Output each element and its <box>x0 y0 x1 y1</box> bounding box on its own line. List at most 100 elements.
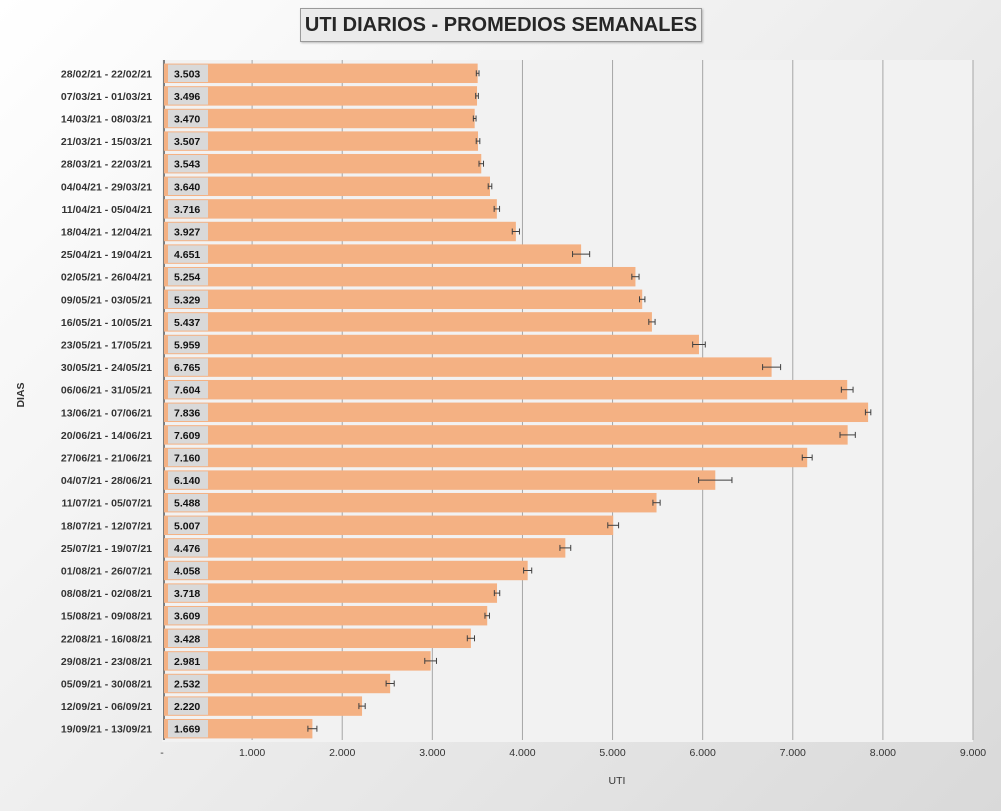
category-label: 15/08/21 - 09/08/21 <box>61 611 152 623</box>
data-label: 3.718 <box>174 588 200 600</box>
data-label: 5.254 <box>174 272 200 284</box>
data-label-box <box>168 245 208 263</box>
bar <box>164 696 363 716</box>
bar <box>164 651 431 671</box>
data-label-box <box>168 584 208 602</box>
data-label-box <box>168 448 208 467</box>
data-label: 4.476 <box>174 543 200 555</box>
data-label-box <box>168 629 208 648</box>
category-label: 04/07/21 - 28/06/21 <box>61 475 152 487</box>
category-label: 18/07/21 - 12/07/21 <box>61 520 152 532</box>
data-label-box <box>168 132 208 150</box>
bar <box>164 289 643 310</box>
category-label: 11/07/21 - 05/07/21 <box>62 498 153 510</box>
bar <box>164 244 582 264</box>
x-tick-label: 2.000 <box>329 747 355 759</box>
data-label-box <box>168 222 208 241</box>
error-bar <box>487 183 493 190</box>
bar <box>164 560 528 581</box>
bar <box>164 402 869 423</box>
data-label: 5.329 <box>174 294 200 306</box>
data-label-box <box>168 403 208 422</box>
error-bar <box>572 251 591 258</box>
error-bar <box>692 341 706 348</box>
error-bar <box>638 296 646 303</box>
data-label: 1.669 <box>174 724 200 736</box>
data-label: 3.609 <box>174 611 200 623</box>
error-bar <box>864 409 872 416</box>
data-label-box <box>168 154 208 173</box>
data-label: 5.488 <box>174 498 200 510</box>
data-label: 3.927 <box>174 227 200 239</box>
error-bar <box>307 725 318 732</box>
bar <box>164 470 716 490</box>
x-tick-label: 1.000 <box>239 747 265 759</box>
error-bar <box>493 590 501 597</box>
data-label: 7.160 <box>174 453 200 465</box>
category-label: 25/07/21 - 19/07/21 <box>61 543 152 555</box>
bar <box>164 108 475 129</box>
category-label: 06/06/21 - 31/05/21 <box>61 385 152 397</box>
chart-title: UTI DIARIOS - PROMEDIOS SEMANALES <box>300 8 702 42</box>
data-label: 3.507 <box>174 136 200 148</box>
data-label-box <box>168 697 208 715</box>
data-label-box <box>168 471 208 489</box>
bar <box>164 86 478 106</box>
error-bar <box>385 680 395 687</box>
data-label: 4.651 <box>174 249 200 261</box>
error-bar <box>466 635 476 642</box>
data-label-box <box>168 606 208 625</box>
data-label: 3.428 <box>174 633 200 645</box>
data-label-box <box>168 652 208 670</box>
data-label-box <box>168 358 208 376</box>
bar <box>164 266 636 287</box>
category-label: 22/08/21 - 16/08/21 <box>61 633 152 645</box>
data-label-box <box>168 539 208 557</box>
error-bar <box>801 454 813 461</box>
bar <box>164 379 848 400</box>
error-bar <box>358 703 366 710</box>
error-bar <box>648 318 656 325</box>
error-bar <box>472 115 477 122</box>
data-label: 3.543 <box>174 159 200 171</box>
category-label: 25/04/21 - 19/04/21 <box>61 249 152 261</box>
error-bar <box>652 499 661 506</box>
data-label-box <box>168 719 208 738</box>
error-bar <box>475 138 481 145</box>
category-labels: 28/02/21 - 22/02/21 07/03/21 - 01/03/21 14… <box>61 68 152 735</box>
data-label-box <box>168 267 208 286</box>
data-label-box <box>168 200 208 218</box>
bar <box>164 538 566 558</box>
category-label: 23/05/21 - 17/05/21 <box>61 340 152 352</box>
category-label: 14/03/21 - 08/03/21 <box>61 114 152 126</box>
x-tick-label: 3.000 <box>419 747 445 759</box>
category-label: 04/04/21 - 29/03/21 <box>61 181 152 193</box>
data-label: 5.007 <box>174 520 200 532</box>
x-tick-label: 5.000 <box>599 747 625 759</box>
data-label-box <box>168 674 208 693</box>
bar <box>164 583 498 603</box>
error-bar <box>475 70 480 77</box>
x-tick-label: - <box>160 747 164 759</box>
data-label-box <box>168 313 208 331</box>
error-bar <box>493 205 501 212</box>
bar <box>164 221 516 242</box>
data-label: 2.532 <box>174 679 200 691</box>
y-axis-title: DIAS <box>15 382 27 407</box>
data-label: 3.503 <box>174 68 200 80</box>
category-label: 01/08/21 - 26/07/21 <box>61 566 152 578</box>
error-bar <box>631 273 640 280</box>
category-label: 27/06/21 - 21/06/21 <box>61 453 152 465</box>
x-tick-label: 4.000 <box>509 747 535 759</box>
error-bar <box>478 160 485 167</box>
error-bar <box>424 657 437 664</box>
error-bar <box>475 92 479 99</box>
category-label: 16/05/21 - 10/05/21 <box>61 317 152 329</box>
bar <box>164 199 497 219</box>
data-label-box <box>168 64 208 83</box>
category-label: 05/09/21 - 30/08/21 <box>61 679 152 691</box>
data-label: 7.604 <box>174 385 200 397</box>
category-label: 09/05/21 - 03/05/21 <box>61 294 152 306</box>
